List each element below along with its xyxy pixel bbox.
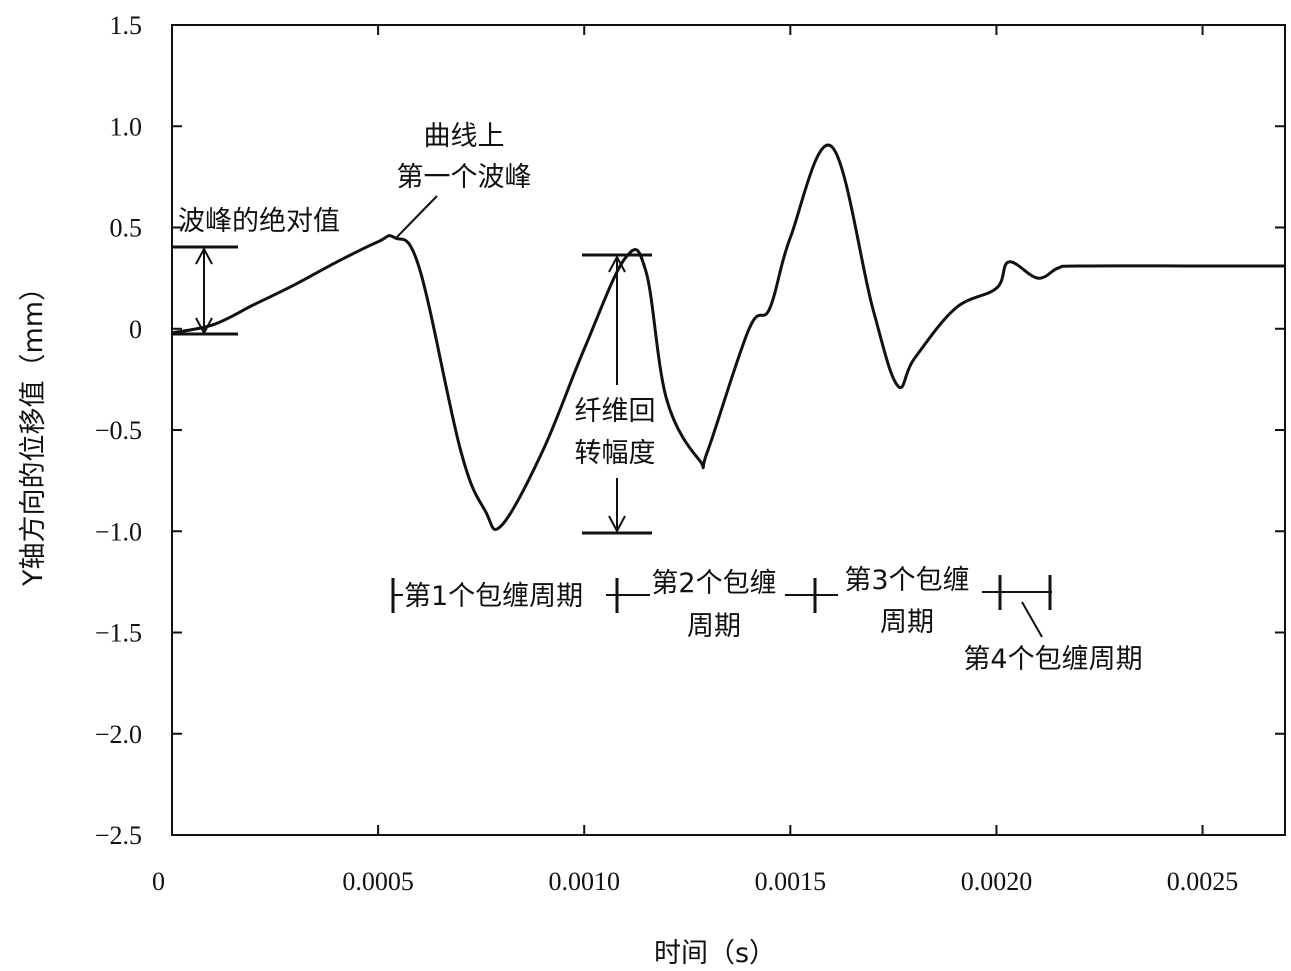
annotation-cycle-3-line2: 周期	[880, 607, 934, 638]
annotation-cycle-1: 第1个包缠周期	[404, 581, 583, 612]
annotation-cycle-2-line2: 周期	[687, 611, 741, 642]
amplitude-arrowhead-up	[608, 254, 626, 273]
annotation-cycle-4: 第4个包缠周期	[963, 644, 1142, 675]
y-tick-label: 0	[129, 315, 142, 344]
annotation-cycle-3-line1: 第3个包缠	[844, 565, 969, 596]
annotation-amplitude-line1: 纤维回	[575, 396, 656, 427]
amplitude-arrowhead-down	[608, 515, 626, 534]
y-tick-label: 1.5	[110, 11, 143, 40]
y-tick-label: −1.5	[95, 619, 142, 648]
y-tick-label: −2.5	[95, 821, 142, 850]
axis-ticks: 1.5 1.0 0.5 0 −0.5 −1.0 −1.5 −2.0 −2.5 0 0.0005 0.0…	[95, 11, 1285, 896]
peak-abs-arrowhead-up	[195, 246, 213, 265]
x-tick-label: 0.0020	[961, 867, 1033, 896]
y-tick-label: −2.0	[95, 720, 142, 749]
annotation-first-peak-line1: 曲线上	[424, 121, 505, 152]
y-axis-label: Y轴方向的位移值（mm）	[18, 274, 49, 587]
peak-abs-arrowhead-down	[195, 317, 213, 336]
plot-frame	[171, 24, 1286, 836]
x-tick-label: 0.0015	[755, 867, 827, 896]
x-axis-label: 时间（s）	[654, 938, 776, 969]
displacement-curve	[171, 143, 1285, 531]
y-tick-label: −1.0	[95, 517, 142, 546]
x-tick-label: 0	[152, 867, 165, 896]
x-tick-label: 0.0025	[1167, 867, 1239, 896]
annotation-amplitude-line2: 转幅度	[575, 438, 656, 469]
y-tick-label: −0.5	[95, 416, 142, 445]
x-tick-label: 0.0005	[342, 867, 414, 896]
cycle4-leader	[1021, 601, 1043, 638]
annotation-cycle-2-line1: 第2个包缠	[651, 568, 776, 599]
annotation-peak-abs: 波峰的绝对值	[178, 206, 340, 237]
x-tick-label: 0.0010	[548, 867, 620, 896]
y-tick-label: 1.0	[110, 112, 143, 141]
first-peak-leader	[395, 195, 438, 239]
annotation-first-peak-line2: 第一个波峰	[397, 162, 532, 193]
y-tick-label: 0.5	[110, 214, 143, 243]
